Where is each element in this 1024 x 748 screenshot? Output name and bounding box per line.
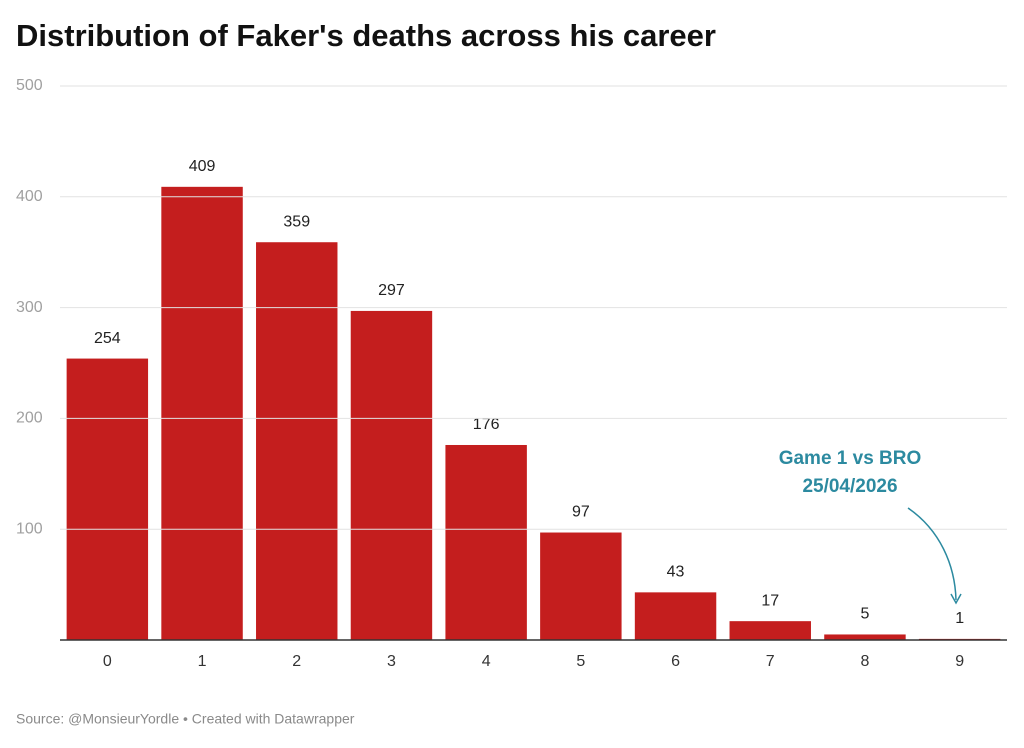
bar <box>66 358 149 640</box>
value-label: 254 <box>94 330 121 347</box>
x-tick-label: 8 <box>860 653 869 670</box>
annotation-arrowhead <box>950 593 962 605</box>
value-label: 43 <box>667 564 685 581</box>
bar <box>350 310 433 640</box>
value-label: 17 <box>761 592 779 609</box>
bar <box>824 634 906 640</box>
value-label: 409 <box>189 158 216 175</box>
value-label: 359 <box>283 213 310 230</box>
bar <box>634 592 717 640</box>
x-tick-label: 5 <box>576 653 585 670</box>
x-tick-label: 0 <box>103 653 112 670</box>
y-tick-label: 100 <box>16 520 43 537</box>
y-tick-label: 200 <box>16 410 43 427</box>
bar <box>445 444 527 640</box>
source: Source: @MonsieurYordle • Created with D… <box>16 711 355 727</box>
value-label: 5 <box>860 606 869 623</box>
value-label: 97 <box>572 504 590 521</box>
y-tick-label: 500 <box>16 77 43 94</box>
chart-title: Distribution of Faker's deaths across hi… <box>16 18 716 53</box>
x-tick-label: 7 <box>766 653 775 670</box>
bar <box>161 186 243 640</box>
x-tick-label: 9 <box>955 653 964 670</box>
x-tick-label: 6 <box>671 653 680 670</box>
x-tick-label: 2 <box>292 653 301 670</box>
bar <box>729 621 811 640</box>
bar <box>256 242 338 640</box>
y-tick-label: 300 <box>16 299 43 316</box>
annotation-arrow <box>907 507 957 601</box>
value-label: 1 <box>955 610 964 627</box>
annotation: 25/04/2026 <box>802 476 897 497</box>
value-label: 176 <box>473 416 500 433</box>
x-tick-label: 1 <box>198 653 207 670</box>
y-tick-label: 400 <box>16 188 43 205</box>
annotation: Game 1 vs BRO <box>779 448 922 469</box>
x-tick-label: 4 <box>482 653 491 670</box>
x-tick-label: 3 <box>387 653 396 670</box>
bar <box>540 532 622 640</box>
value-label: 297 <box>378 282 405 299</box>
